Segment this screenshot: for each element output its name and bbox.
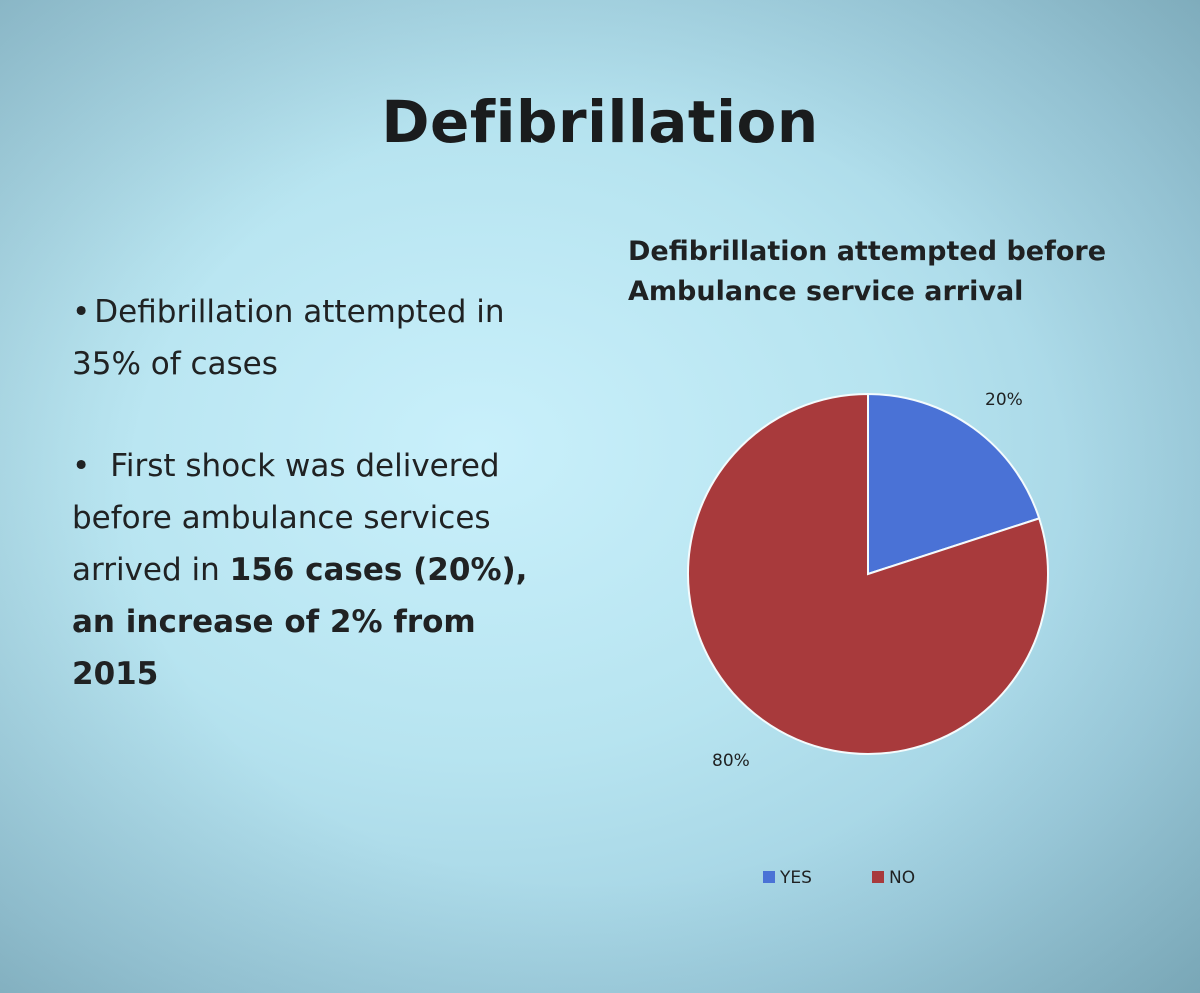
bullet-marker: • xyxy=(72,294,91,330)
pie-legend: YES NO xyxy=(763,868,915,888)
legend-label-yes: YES xyxy=(779,868,812,888)
chart-title: Defibrillation attempted before Ambulanc… xyxy=(628,236,1107,307)
bullet-marker: • xyxy=(72,448,91,484)
pie-slice-no xyxy=(687,392,1049,755)
bullet-text-bold: 156 cases (20%), an increase of 2% from … xyxy=(72,552,528,692)
data-label-no: 80% xyxy=(712,751,750,771)
slide-title: Defibrillation xyxy=(381,88,819,156)
bullet-text: Defibrillation attempted in 35% of cases xyxy=(72,294,505,382)
pie-slice-yes xyxy=(867,392,1041,576)
bullet-item-defibrillation-attempted: • Defibrillation attempted in 35% of case… xyxy=(72,286,572,390)
pie-slices xyxy=(687,392,1049,755)
legend-label-no: NO xyxy=(889,868,915,888)
bullet-item-first-shock: • First shock was delivered before ambula… xyxy=(72,440,572,700)
bullet-list: • Defibrillation attempted in 35% of case… xyxy=(72,286,572,750)
legend-swatch-yes xyxy=(763,871,775,883)
bullet-text-plain: First shock was delivered before ambulan… xyxy=(72,448,500,588)
data-label-yes: 20% xyxy=(985,390,1023,410)
pie-data-labels: 20% 80% xyxy=(712,390,1023,771)
legend-swatch-no xyxy=(872,871,884,883)
